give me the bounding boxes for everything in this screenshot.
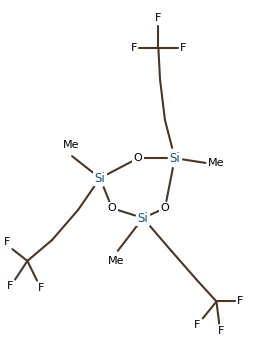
Text: Me: Me: [208, 158, 224, 168]
Text: F: F: [237, 296, 244, 307]
Text: O: O: [161, 203, 169, 213]
Text: F: F: [7, 281, 13, 291]
Text: Me: Me: [62, 140, 79, 150]
Text: F: F: [38, 283, 45, 293]
Text: Si: Si: [95, 172, 105, 185]
Text: F: F: [217, 326, 224, 336]
Text: F: F: [131, 43, 137, 53]
Text: Me: Me: [107, 256, 124, 266]
Text: O: O: [134, 153, 142, 163]
Text: F: F: [180, 43, 186, 53]
Text: Si: Si: [169, 152, 180, 165]
Text: F: F: [4, 237, 10, 247]
Text: O: O: [108, 203, 116, 213]
Text: F: F: [194, 320, 201, 330]
Text: Si: Si: [138, 212, 149, 224]
Text: F: F: [155, 13, 162, 23]
